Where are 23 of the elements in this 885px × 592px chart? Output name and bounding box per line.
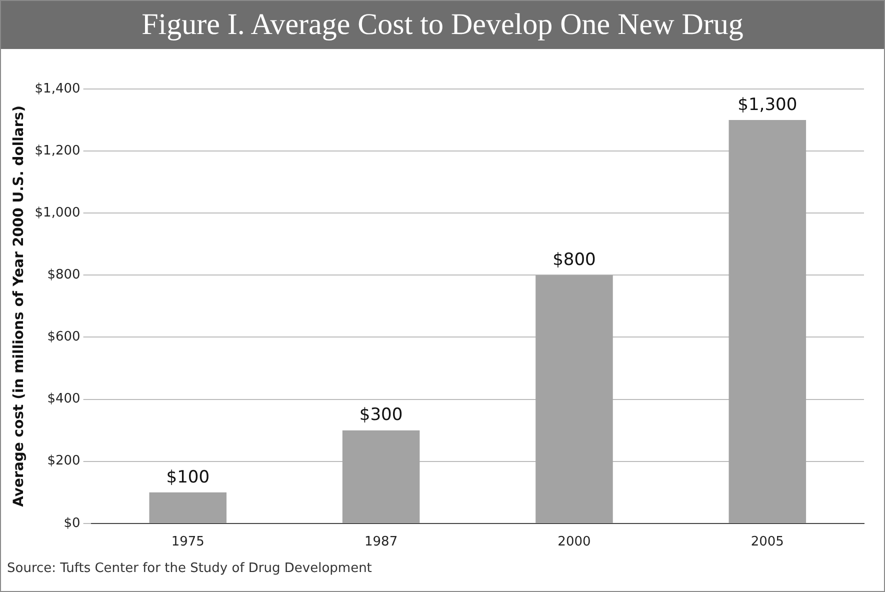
y-tick-label: $400: [47, 392, 80, 407]
y-tick-label: $600: [47, 330, 80, 345]
y-tick-label: $1,000: [34, 205, 80, 220]
bar: [536, 275, 613, 523]
bar: [342, 430, 420, 523]
data-label: $300: [359, 405, 403, 426]
x-tick-label: 1987: [364, 534, 398, 550]
data-label: $100: [166, 467, 210, 488]
y-tick-label: $0: [64, 516, 80, 531]
bar: [149, 492, 227, 523]
data-label: $800: [552, 250, 596, 270]
chart-title: Figure I. Average Cost to Develop One New Drug: [1, 1, 884, 49]
y-tick-label: $800: [47, 268, 80, 283]
bar: [728, 120, 806, 523]
y-axis-title: Average cost (in millions of Year 2000 U.S. dollars): [11, 105, 28, 507]
y-tick-label: $200: [47, 454, 80, 469]
source-note: Source: Tufts Center for the Study of Drug Development: [7, 561, 372, 576]
x-tick-label: 1975: [171, 534, 204, 550]
y-tick-label: $1,200: [34, 143, 80, 158]
x-tick-label: 2005: [750, 534, 784, 550]
data-label: $1,300: [738, 94, 798, 115]
y-tick-label: $1,400: [34, 81, 80, 96]
x-tick-label: 2000: [558, 534, 591, 550]
